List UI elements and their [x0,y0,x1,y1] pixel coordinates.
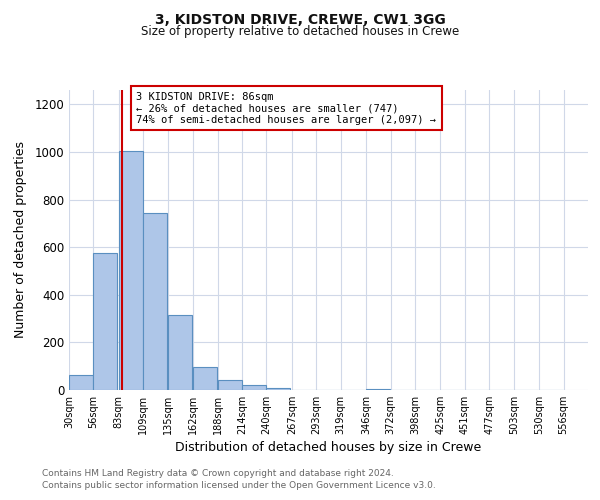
Text: Contains HM Land Registry data © Crown copyright and database right 2024.: Contains HM Land Registry data © Crown c… [42,468,394,477]
X-axis label: Distribution of detached houses by size in Crewe: Distribution of detached houses by size … [175,441,482,454]
Text: Size of property relative to detached houses in Crewe: Size of property relative to detached ho… [141,25,459,38]
Bar [94,253,118,390]
Bar [69,374,93,390]
Bar [119,150,143,390]
Text: Contains public sector information licensed under the Open Government Licence v3: Contains public sector information licen… [42,481,436,490]
Bar [193,368,217,390]
Bar [266,388,290,390]
Text: 3 KIDSTON DRIVE: 86sqm
← 26% of detached houses are smaller (747)
74% of semi-de: 3 KIDSTON DRIVE: 86sqm ← 26% of detached… [136,92,436,124]
Bar [366,389,390,390]
Bar [242,385,266,390]
Y-axis label: Number of detached properties: Number of detached properties [14,142,28,338]
Bar [168,315,191,390]
Text: 3, KIDSTON DRIVE, CREWE, CW1 3GG: 3, KIDSTON DRIVE, CREWE, CW1 3GG [155,12,445,26]
Bar [218,380,242,390]
Bar [143,212,167,390]
